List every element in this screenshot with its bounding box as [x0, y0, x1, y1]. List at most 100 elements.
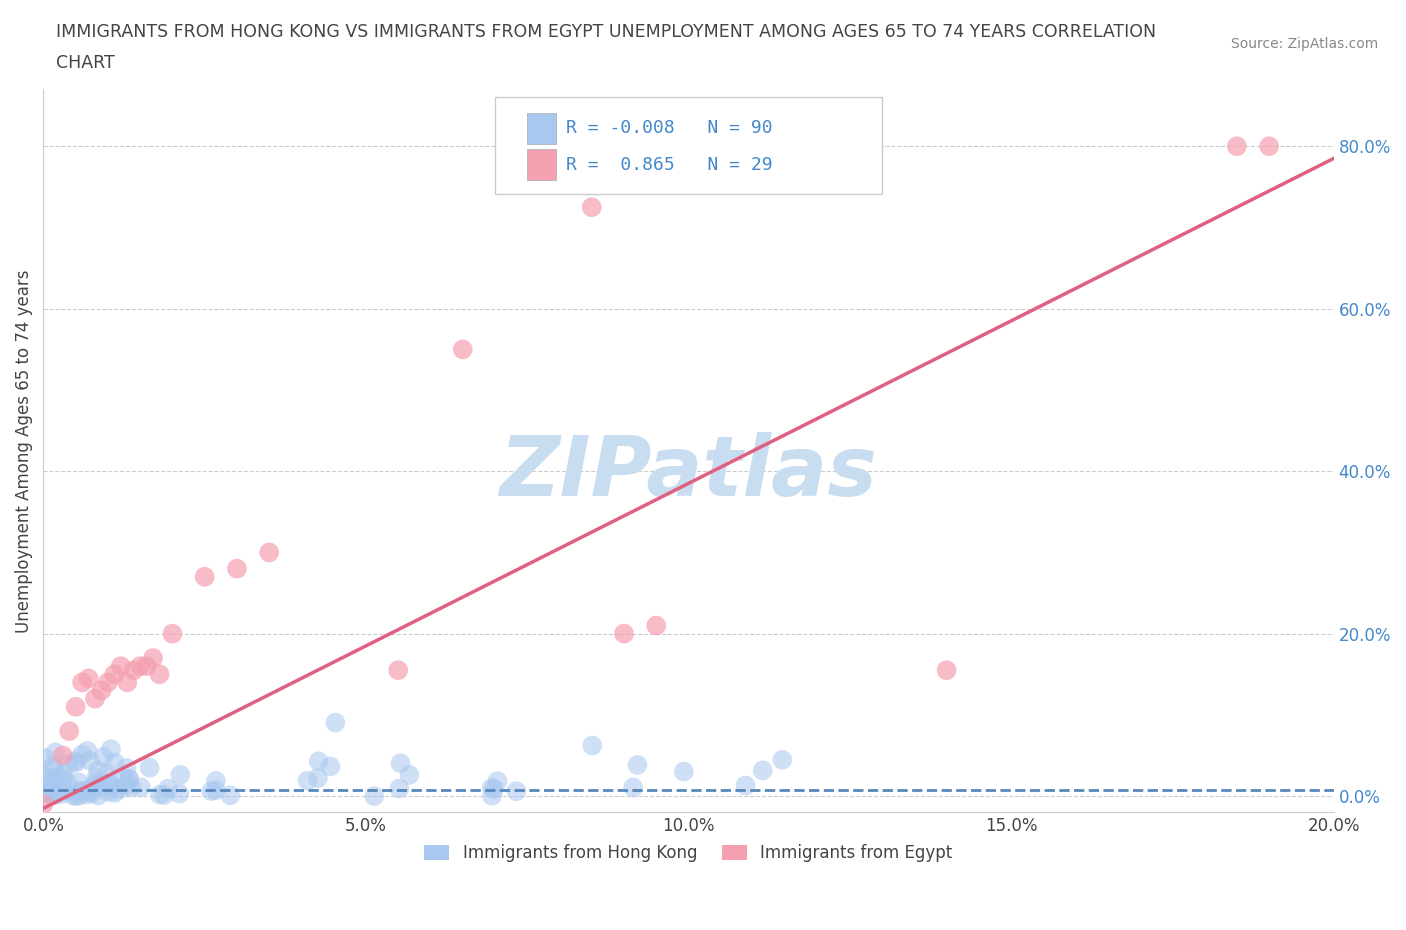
Text: IMMIGRANTS FROM HONG KONG VS IMMIGRANTS FROM EGYPT UNEMPLOYMENT AMONG AGES 65 TO: IMMIGRANTS FROM HONG KONG VS IMMIGRANTS … — [56, 23, 1156, 41]
Point — [481, 780, 503, 795]
Point — [110, 658, 132, 673]
Point — [734, 778, 756, 793]
Point — [79, 781, 101, 796]
Point — [200, 784, 222, 799]
Point — [505, 784, 527, 799]
Point — [97, 784, 120, 799]
Point — [42, 786, 65, 801]
Point — [219, 788, 242, 803]
Text: R =  0.865   N = 29: R = 0.865 N = 29 — [567, 155, 772, 174]
Point — [451, 342, 474, 357]
Point — [194, 569, 217, 584]
Point — [103, 786, 125, 801]
Point — [100, 779, 122, 794]
Text: CHART: CHART — [56, 54, 115, 72]
Point — [62, 789, 84, 804]
Point — [51, 787, 73, 802]
Point — [129, 658, 152, 673]
Point — [67, 775, 90, 790]
Point — [672, 764, 695, 779]
Point — [157, 781, 180, 796]
Point — [389, 756, 412, 771]
Point — [308, 754, 330, 769]
Point — [76, 787, 98, 802]
Point — [645, 618, 668, 633]
Point — [226, 561, 249, 576]
Point — [108, 782, 131, 797]
Point — [135, 658, 157, 673]
Point — [1258, 139, 1281, 153]
Point — [90, 778, 112, 793]
Point — [398, 767, 420, 782]
Point — [129, 780, 152, 795]
FancyBboxPatch shape — [495, 97, 882, 194]
Point — [52, 780, 75, 795]
Point — [58, 757, 80, 772]
Point — [297, 773, 319, 788]
Point — [63, 753, 86, 768]
Point — [34, 777, 56, 791]
Point — [52, 766, 75, 781]
Point — [204, 783, 226, 798]
Point — [67, 784, 90, 799]
Point — [87, 778, 110, 793]
Point — [84, 691, 107, 706]
Point — [98, 776, 121, 790]
Point — [56, 776, 79, 790]
Point — [115, 778, 138, 793]
Point — [100, 742, 122, 757]
Point — [65, 755, 87, 770]
Point — [76, 743, 98, 758]
Point — [90, 684, 112, 698]
Point — [38, 788, 60, 803]
Text: R = -0.008   N = 90: R = -0.008 N = 90 — [567, 119, 772, 138]
Point — [581, 200, 603, 215]
Point — [319, 759, 342, 774]
Point — [481, 789, 503, 804]
Point — [38, 770, 60, 785]
Point — [52, 772, 75, 787]
Point — [142, 651, 165, 666]
Point — [42, 761, 65, 776]
Point — [34, 751, 56, 765]
Point — [323, 715, 346, 730]
Point — [770, 752, 793, 767]
FancyBboxPatch shape — [527, 150, 555, 179]
Point — [44, 745, 66, 760]
Point — [87, 764, 110, 778]
FancyBboxPatch shape — [527, 113, 555, 143]
Point — [87, 788, 110, 803]
Point — [752, 763, 775, 777]
Point — [72, 783, 94, 798]
Y-axis label: Unemployment Among Ages 65 to 74 years: Unemployment Among Ages 65 to 74 years — [15, 269, 32, 632]
Text: Source: ZipAtlas.com: Source: ZipAtlas.com — [1230, 37, 1378, 51]
Point — [169, 767, 191, 782]
Point — [122, 663, 145, 678]
Point — [307, 771, 329, 786]
Point — [621, 780, 644, 795]
Point — [115, 761, 138, 776]
Point — [65, 699, 87, 714]
Point — [44, 788, 66, 803]
Point — [42, 778, 65, 793]
Point — [96, 766, 118, 781]
Point — [486, 774, 509, 789]
Legend: Immigrants from Hong Kong, Immigrants from Egypt: Immigrants from Hong Kong, Immigrants fr… — [418, 838, 959, 870]
Point — [149, 787, 172, 802]
Point — [67, 789, 90, 804]
Point — [118, 772, 141, 787]
Point — [117, 675, 139, 690]
Point — [935, 663, 957, 678]
Point — [76, 784, 98, 799]
Point — [70, 747, 93, 762]
Point — [153, 788, 176, 803]
Point — [39, 786, 62, 801]
Point — [120, 779, 142, 794]
Point — [70, 675, 93, 690]
Text: ZIPatlas: ZIPatlas — [499, 432, 877, 513]
Point — [41, 759, 63, 774]
Point — [45, 769, 67, 784]
Point — [52, 748, 75, 763]
Point — [112, 772, 135, 787]
Point — [58, 724, 80, 738]
